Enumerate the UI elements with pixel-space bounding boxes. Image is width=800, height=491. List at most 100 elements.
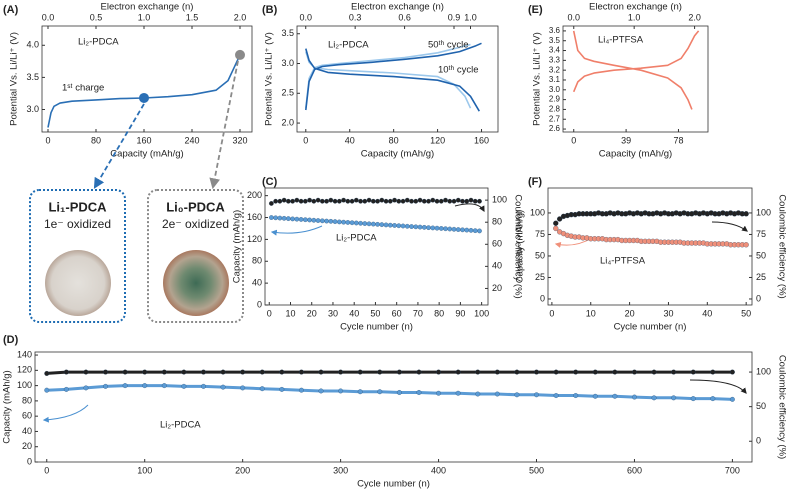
x2-tick-label: 0.9 [448,12,461,22]
data-point [494,369,500,375]
data-point [404,197,410,203]
photo-title: Li₀-PDCA [166,199,225,214]
x-axis-label: Capacity (mAh/g) [110,149,183,160]
data-point [460,198,465,204]
x-tick-label: 500 [529,465,544,475]
x-axis-label: Cycle number (n) [357,479,430,490]
y-tick-label: 120 [17,365,32,375]
data-point [353,197,359,203]
data-point [349,220,355,226]
data-point [142,369,148,375]
y-axis-label: Capacity (mAh/g) [2,370,13,443]
data-point [553,225,559,232]
panel-label: (B) [262,4,278,16]
x-tick-label: 80 [389,135,399,145]
data-point [383,222,389,228]
x-axis-label: Capacity (mAh/g) [599,149,672,160]
data-point [220,384,226,390]
link-arrow [209,60,239,190]
data-point [220,369,226,375]
x-tick-label: 240 [184,135,199,145]
data-point [729,396,735,402]
data-point [307,197,312,203]
x-tick-label: 0 [44,465,49,475]
annotation: Li₂-PDCA [160,420,201,431]
data-point [311,217,317,223]
x-tick-label: 30 [328,308,338,318]
x2-tick-label: 0.0 [299,12,312,22]
x-tick-label: 320 [232,135,247,145]
data-point [319,218,325,224]
panel-label: (E) [528,4,543,16]
x-tick-label: 50 [741,308,751,318]
y2-tick-label: 50 [756,401,766,411]
axis-arrow [711,221,748,232]
y-tick-label: 2.0 [281,117,294,127]
data-point [671,395,677,401]
data-point [592,369,598,375]
data-point [416,389,422,395]
y2-tick-label: 25 [756,272,766,282]
y2-axis-label: Coulombic efficiency (%) [776,355,787,459]
y-tick-label: 3.0 [26,104,39,114]
x-tick-label: 160 [136,135,151,145]
y-tick-label: 80 [252,256,262,266]
data-point [743,211,749,217]
x2-tick-label: 0.6 [398,12,411,22]
x-tick-label: 80 [91,135,101,145]
x2-tick-label: 1.0 [138,12,151,22]
y-tick-label: 200 [247,190,262,200]
x-tick-label: 0 [45,135,50,145]
data-point [302,198,308,204]
data-point [651,369,657,375]
x2-tick-label: 0.0 [567,12,580,22]
y2-axis-label: Coulombic efficiency (%) [776,194,787,298]
x-tick-label: 10 [285,308,295,318]
data-point [377,389,383,395]
plot-frame [34,351,753,463]
data-point [468,227,474,233]
panel-label: (D) [3,334,19,346]
data-point [434,225,440,231]
y2-axis-label: Coulombic efficiency (%) [512,194,523,298]
data-point [400,223,406,229]
y-tick-label: 75 [535,229,545,239]
x2-tick-label: 1.0 [628,12,641,22]
data-point [612,393,618,399]
x-tick-label: 0 [549,308,554,318]
data-point [421,224,427,230]
x-tick-label: 78 [673,135,683,145]
data-point [298,369,304,375]
data-point [514,392,520,398]
y-tick-label: 40 [22,426,32,436]
x-tick-label: 30 [663,308,673,318]
x2-tick-label: 1.5 [186,12,199,22]
data-point [472,198,478,204]
data-point [294,216,300,222]
data-point [426,198,431,204]
x-axis-label: Capacity (mAh/g) [361,149,434,160]
data-point [710,369,716,375]
y-tick-label: 100 [17,380,32,390]
electrode-photo [163,250,229,316]
y-tick-label: 2.5 [281,88,294,98]
data-point [396,223,402,229]
y-axis-label: Potential Vs. Li/Li⁺ (V) [9,32,20,126]
x-tick-label: 700 [725,465,740,475]
y2-tick-label: 0 [756,436,761,446]
data-point [443,197,448,203]
y2-tick-label: 100 [756,366,771,376]
data-point [400,198,406,204]
data-point [475,369,481,375]
axis-arrow [270,225,323,236]
x-tick-label: 0 [571,135,576,145]
data-point [358,220,363,226]
x-tick-label: 50 [370,308,380,318]
plot-frame [264,187,489,306]
data-point [285,216,291,222]
y-tick-label: 0 [540,293,545,303]
data-point [336,219,342,225]
x-tick-label: 40 [345,135,355,145]
data-point [455,227,461,232]
data-point [345,198,351,204]
